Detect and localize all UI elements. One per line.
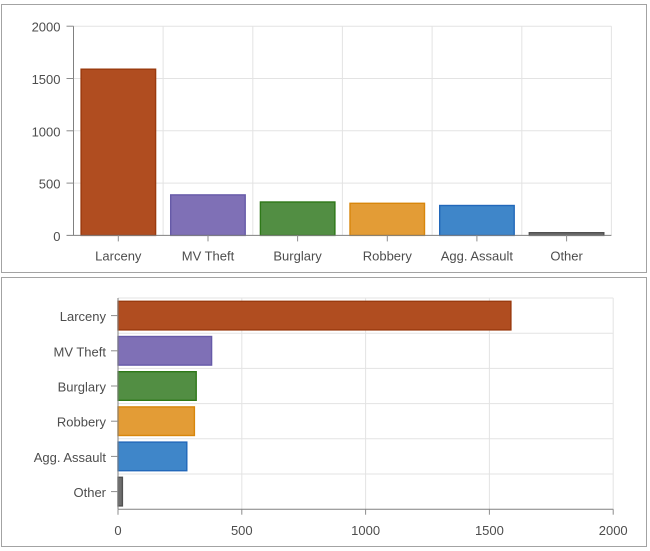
- svg-text:500: 500: [231, 523, 253, 538]
- svg-text:Robbery: Robbery: [363, 248, 413, 263]
- svg-text:Other: Other: [550, 248, 583, 263]
- svg-text:2000: 2000: [599, 523, 628, 538]
- svg-text:2000: 2000: [32, 20, 61, 35]
- svg-text:MV Theft: MV Theft: [182, 248, 235, 263]
- svg-text:1500: 1500: [32, 72, 61, 87]
- svg-text:1000: 1000: [32, 124, 61, 139]
- svg-text:MV Theft: MV Theft: [53, 344, 106, 359]
- svg-text:Agg. Assault: Agg. Assault: [34, 450, 107, 465]
- svg-text:Other: Other: [73, 485, 106, 500]
- svg-text:500: 500: [39, 177, 61, 192]
- svg-text:Burglary: Burglary: [58, 380, 107, 395]
- svg-text:Agg. Assault: Agg. Assault: [441, 248, 514, 263]
- svg-text:1000: 1000: [351, 523, 380, 538]
- svg-text:1500: 1500: [475, 523, 504, 538]
- svg-text:0: 0: [114, 523, 121, 538]
- svg-text:Larceny: Larceny: [60, 309, 107, 324]
- svg-text:Burglary: Burglary: [273, 248, 322, 263]
- svg-text:0: 0: [53, 229, 60, 244]
- svg-text:Larceny: Larceny: [95, 248, 142, 263]
- svg-text:Robbery: Robbery: [57, 415, 107, 430]
